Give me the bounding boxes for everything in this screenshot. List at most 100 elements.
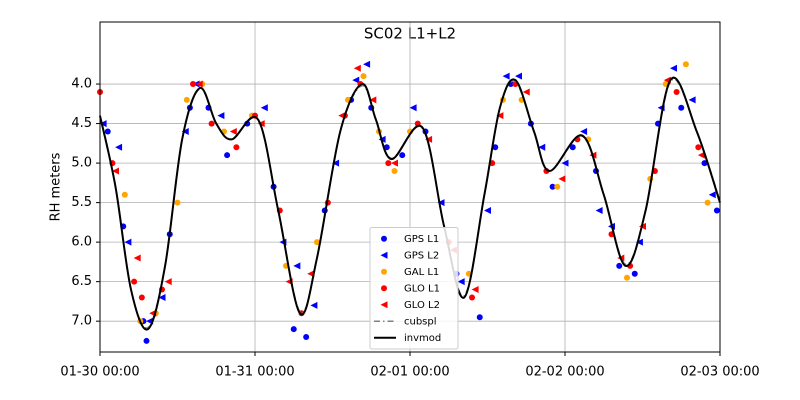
data-point	[229, 127, 237, 135]
x-tick-label: 02-03 00:00	[680, 365, 759, 380]
data-point	[631, 270, 638, 277]
data-point	[293, 262, 301, 270]
data-point	[208, 120, 215, 127]
data-point	[399, 152, 406, 159]
data-point	[181, 127, 189, 135]
data-point	[469, 294, 475, 301]
data-point	[561, 159, 569, 167]
y-tick-label: 7.0	[71, 314, 92, 329]
data-point	[616, 262, 623, 269]
data-point	[217, 112, 225, 120]
data-point	[502, 72, 510, 80]
legend-marker	[380, 301, 388, 309]
data-point	[224, 152, 231, 159]
data-point	[353, 64, 361, 72]
y-tick-label: 4.0	[71, 77, 92, 92]
legend-marker	[380, 251, 388, 259]
data-point	[257, 120, 265, 128]
data-point	[121, 191, 128, 198]
data-point	[635, 238, 643, 246]
data-point	[310, 301, 318, 309]
data-point	[708, 191, 716, 199]
data-point	[701, 160, 708, 167]
data-point	[115, 143, 123, 151]
data-point	[496, 112, 504, 120]
data-point	[492, 144, 499, 151]
data-point	[369, 96, 377, 104]
data-point	[471, 286, 479, 294]
data-point	[385, 160, 392, 167]
data-point	[233, 144, 240, 151]
legend-marker	[381, 285, 387, 292]
x-tick-label: 02-01 00:00	[370, 365, 449, 380]
data-point	[437, 199, 445, 207]
legend-marker	[381, 235, 387, 242]
data-point	[409, 104, 417, 112]
x-tick-label: 01-30 00:00	[60, 365, 139, 380]
data-point	[695, 144, 702, 151]
legend-label: cubspl	[404, 316, 437, 327]
data-point	[158, 293, 166, 301]
data-point	[112, 167, 119, 175]
legend-label: GAL L1	[404, 267, 439, 278]
data-point	[624, 274, 630, 281]
data-point	[425, 135, 433, 143]
data-point	[678, 104, 685, 111]
data-point	[124, 238, 132, 246]
data-point	[554, 183, 561, 190]
data-point	[99, 120, 107, 128]
data-point	[580, 127, 588, 135]
data-point	[174, 199, 181, 206]
legend-label: invmod	[404, 333, 441, 344]
line	[99, 76, 721, 331]
data-point	[183, 96, 190, 103]
data-point	[673, 88, 680, 95]
y-axis-label: RH meters	[49, 152, 64, 221]
data-point	[314, 239, 320, 246]
data-point	[476, 314, 483, 321]
y-tick-label: 4.5	[71, 116, 92, 131]
legend-marker	[381, 268, 387, 275]
data-point	[704, 199, 711, 206]
x-tick-label: 02-02 00:00	[525, 365, 604, 380]
x-tick-label: 01-31 00:00	[215, 365, 294, 380]
data-point	[260, 104, 268, 112]
legend-box	[369, 227, 459, 350]
data-point	[332, 159, 340, 167]
data-point	[391, 167, 398, 174]
data-point	[558, 175, 566, 183]
data-point	[713, 207, 720, 214]
data-point	[569, 144, 576, 151]
y-tick-label: 5.5	[71, 195, 92, 210]
data-point	[138, 294, 145, 301]
data-point	[670, 64, 677, 72]
data-point	[697, 151, 705, 159]
legend-label: GLO L2	[404, 300, 440, 311]
plot-frame	[99, 21, 721, 353]
data-point	[484, 207, 491, 215]
data-point	[360, 73, 367, 80]
data-point	[164, 278, 172, 286]
data-point	[190, 81, 196, 88]
data-point	[391, 159, 398, 167]
y-tick-label: 6.5	[71, 274, 92, 289]
y-tick-label: 6.0	[71, 235, 92, 250]
data-point	[290, 326, 297, 333]
data-point	[549, 183, 556, 190]
data-point	[688, 96, 696, 104]
data-point	[538, 143, 546, 151]
y-tick-label: 5.0	[71, 156, 92, 171]
legend-label: GLO L1	[404, 283, 440, 294]
data-point	[133, 254, 141, 262]
data-point	[595, 207, 603, 215]
data-point	[352, 76, 360, 84]
data-point	[195, 80, 203, 88]
data-point	[522, 88, 530, 96]
data-point	[303, 333, 310, 340]
data-point	[143, 337, 150, 344]
data-point	[457, 278, 465, 286]
data-point	[363, 60, 371, 68]
data-point	[104, 128, 111, 135]
data-point	[515, 72, 522, 80]
legend-label: GPS L1	[404, 234, 439, 245]
